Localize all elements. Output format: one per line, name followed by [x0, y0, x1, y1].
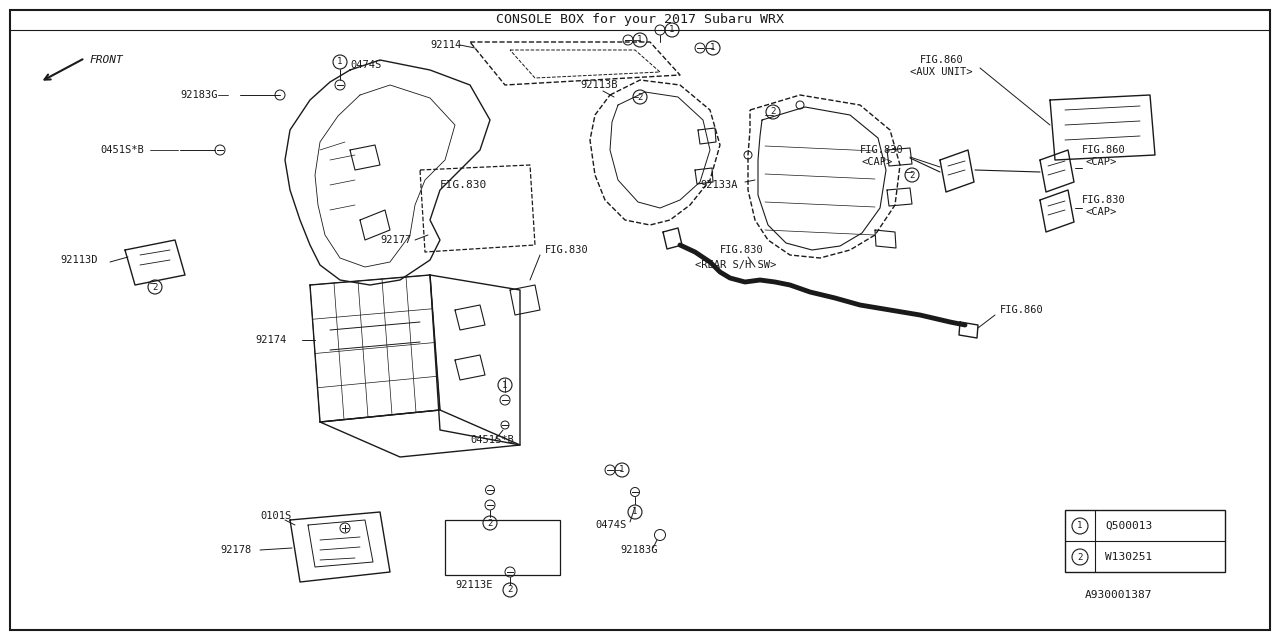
Text: 0474S: 0474S [595, 520, 626, 530]
Text: FIG.830: FIG.830 [1082, 195, 1125, 205]
Text: 1: 1 [710, 44, 716, 52]
Text: 1: 1 [620, 465, 625, 474]
Text: FRONT: FRONT [90, 55, 124, 65]
Text: 1: 1 [669, 26, 675, 35]
Text: 2: 2 [909, 170, 915, 179]
Text: 0101S: 0101S [260, 511, 292, 521]
Text: 0451S*B: 0451S*B [470, 435, 513, 445]
Text: 92114: 92114 [430, 40, 461, 50]
Text: 92113B: 92113B [580, 80, 617, 90]
Bar [445, 520, 561, 575]
Text: 1: 1 [637, 35, 643, 45]
Text: 0474S: 0474S [349, 60, 381, 70]
Text: 92183G: 92183G [180, 90, 218, 100]
Text: 1: 1 [632, 508, 637, 516]
Text: <CAP>: <CAP> [1085, 157, 1116, 167]
Text: 0451S*B: 0451S*B [100, 145, 143, 155]
Text: FIG.830: FIG.830 [440, 180, 488, 190]
Text: CONSOLE BOX for your 2017 Subaru WRX: CONSOLE BOX for your 2017 Subaru WRX [497, 13, 783, 26]
Text: <CAP>: <CAP> [1085, 207, 1116, 217]
Text: FIG.830: FIG.830 [545, 245, 589, 255]
Text: FIG.830: FIG.830 [719, 245, 764, 255]
Text: A930001387: A930001387 [1085, 590, 1152, 600]
Text: 2: 2 [637, 93, 643, 102]
Text: FIG.860: FIG.860 [920, 55, 964, 65]
Text: <REAR S/H SW>: <REAR S/H SW> [695, 260, 776, 270]
Text: 1: 1 [1078, 522, 1083, 531]
Text: 2: 2 [507, 586, 513, 595]
Text: FIG.830: FIG.830 [860, 145, 904, 155]
Text: <AUX UNIT>: <AUX UNIT> [910, 67, 973, 77]
Text: 92133A: 92133A [700, 180, 737, 190]
Text: 92177: 92177 [380, 235, 411, 245]
Text: 2: 2 [771, 108, 776, 116]
Text: 92174: 92174 [255, 335, 287, 345]
Text: 1: 1 [338, 58, 343, 67]
Text: FIG.860: FIG.860 [1000, 305, 1043, 315]
Text: 92178: 92178 [220, 545, 251, 555]
Text: 92113D: 92113D [60, 255, 97, 265]
Text: 2: 2 [488, 518, 493, 527]
Text: Q500013: Q500013 [1105, 521, 1152, 531]
Text: W130251: W130251 [1105, 552, 1152, 562]
Text: 1: 1 [502, 381, 508, 390]
Text: 92183G: 92183G [620, 545, 658, 555]
Text: <CAP>: <CAP> [861, 157, 893, 167]
Bar [1065, 510, 1225, 572]
Text: 2: 2 [1078, 552, 1083, 561]
Text: FIG.860: FIG.860 [1082, 145, 1125, 155]
Text: 2: 2 [152, 282, 157, 291]
Text: 92113E: 92113E [454, 580, 493, 590]
